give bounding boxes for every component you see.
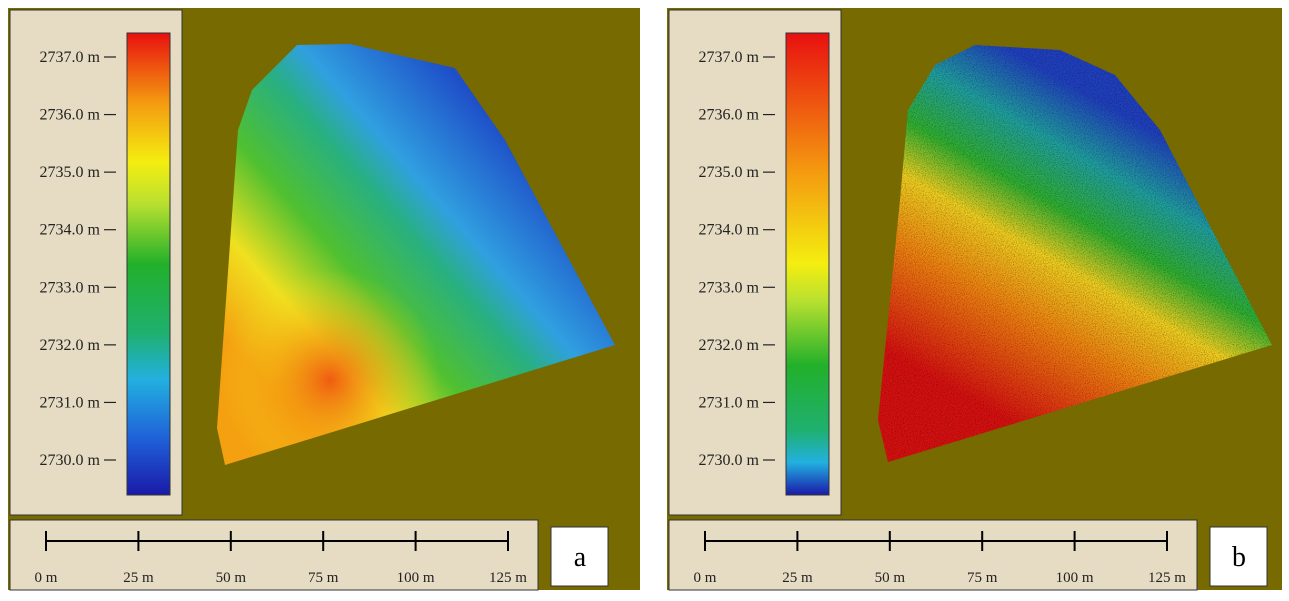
page: {"panels": [ {"legend": ["2737.0 m", "27… <box>0 0 1289 601</box>
legend-label: 2734.0 m <box>40 222 101 239</box>
scale-label: 125 m <box>489 570 527 586</box>
scale-label: 0 m <box>694 570 717 586</box>
figure: 2737.0 m 2736.0 m 2735.0 m 2734.0 m 2733.0 m… <box>0 0 1289 596</box>
legend-label: 2737.0 m <box>699 49 760 66</box>
legend-label: 2731.0 m <box>699 394 760 411</box>
scale-label: 100 m <box>397 570 435 586</box>
legend-label: 2735.0 m <box>40 164 101 181</box>
scale-box <box>669 520 1197 590</box>
legend-label: 2737.0 m <box>40 49 101 66</box>
legend-label: 2732.0 m <box>40 337 101 354</box>
legend-label: 2730.0 m <box>699 452 760 469</box>
legend-label: 2730.0 m <box>40 452 101 469</box>
scale-label: 75 m <box>308 570 339 586</box>
panel-label: b <box>1232 542 1246 573</box>
scale-box <box>10 520 538 590</box>
legend-label: 2733.0 m <box>40 279 101 296</box>
legend-label: 2736.0 m <box>40 107 101 124</box>
scale-label: 50 m <box>216 570 247 586</box>
panel-label: a <box>574 542 587 573</box>
legend-label: 2735.0 m <box>699 164 760 181</box>
color-bar <box>786 33 829 495</box>
legend-label: 2736.0 m <box>699 107 760 124</box>
scale-label: 25 m <box>123 570 154 586</box>
scale-label: 50 m <box>875 570 906 586</box>
legend-label: 2731.0 m <box>40 394 101 411</box>
scale-label: 25 m <box>782 570 813 586</box>
scale-label: 125 m <box>1148 570 1186 586</box>
scale-label: 75 m <box>967 570 998 586</box>
legend-label: 2733.0 m <box>699 279 760 296</box>
scale-label: 100 m <box>1056 570 1094 586</box>
legend-label: 2732.0 m <box>699 337 760 354</box>
legend-label: 2734.0 m <box>699 222 760 239</box>
color-bar <box>127 33 170 495</box>
scale-label: 0 m <box>35 570 58 586</box>
